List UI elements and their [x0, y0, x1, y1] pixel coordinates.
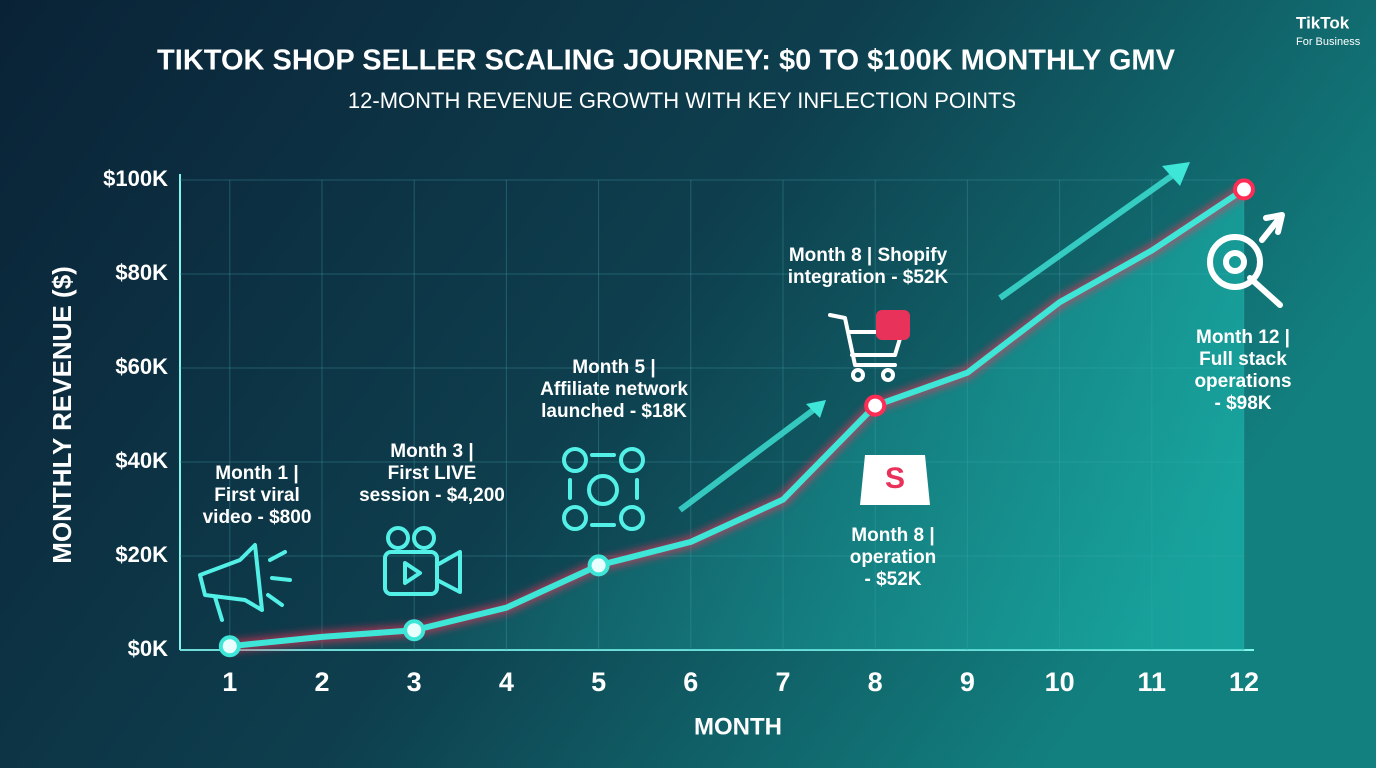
milestone-point — [218, 635, 241, 658]
plot-layer — [179, 174, 1254, 653]
y-axis-label: MONTHLY REVENUE ($) — [47, 266, 77, 564]
annotation: Month 3 | — [390, 441, 473, 462]
annotation: launched - $18K — [541, 401, 687, 422]
annotation: Affiliate network — [540, 379, 688, 400]
trend-arrow-head — [1162, 162, 1190, 186]
x-tick-label: 5 — [591, 667, 606, 697]
y-tick-label: $100K — [103, 166, 168, 191]
chart-title: TIKTOK SHOP SELLER SCALING JOURNEY: $0 T… — [157, 45, 1176, 77]
milestone-point — [403, 619, 426, 642]
x-tick-label: 7 — [775, 667, 790, 697]
bag-badge — [876, 310, 910, 340]
camera-icon — [383, 526, 462, 596]
network-icon — [562, 447, 645, 531]
x-tick-label: 10 — [1045, 667, 1075, 697]
gear-icon — [1207, 212, 1285, 308]
annotation: operations — [1194, 371, 1291, 392]
line — [229, 186, 1246, 650]
x-tick-label: 8 — [868, 667, 883, 697]
annotation: Month 8 | Shopify — [789, 245, 948, 266]
trend-arrow-head — [806, 400, 826, 418]
annotation: First LIVE — [388, 463, 477, 484]
trend-arrow — [678, 402, 822, 513]
annotation: integration - $52K — [788, 267, 949, 288]
annotation: Month 5 | — [572, 357, 655, 378]
milestone-point — [587, 554, 610, 577]
y-tick-label: $20K — [115, 542, 168, 567]
y-tick-label: $0K — [128, 636, 168, 661]
x-tick-label: 9 — [960, 667, 975, 697]
shopify-bag — [860, 455, 930, 505]
milestone-point — [1233, 178, 1255, 201]
annotation: Month 12 | — [1196, 327, 1290, 348]
annotation: First viral — [214, 485, 300, 506]
x-tick-label: 6 — [683, 667, 698, 697]
x-tick-label: 11 — [1138, 667, 1167, 697]
annotation: Full stack — [1199, 349, 1287, 370]
y-tick-label: $80K — [115, 260, 168, 285]
y-tick-label: $60K — [115, 354, 168, 379]
shopify-s: S — [885, 462, 905, 495]
x-tick-label: 2 — [314, 667, 329, 697]
megaphone-icon — [198, 543, 292, 622]
x-tick-label: 3 — [407, 667, 422, 697]
cart-icon — [828, 313, 904, 382]
chart-subtitle: 12-MONTH REVENUE GROWTH WITH KEY INFLECT… — [348, 88, 1016, 113]
x-tick-label: 4 — [499, 667, 514, 697]
x-tick-label: 12 — [1229, 667, 1259, 697]
annotation: video - $800 — [203, 507, 312, 528]
annotation: - $98K — [1214, 393, 1271, 414]
brand-name: TikTok — [1296, 13, 1350, 32]
x-tick-label: 1 — [222, 667, 237, 697]
milestone-point — [864, 394, 887, 417]
annotation: Month 1 | — [215, 463, 298, 484]
brand-sub: For Business — [1296, 36, 1361, 48]
area-glow — [229, 189, 1244, 650]
x-axis-label: MONTH — [694, 713, 782, 740]
y-tick-label: $40K — [115, 448, 168, 473]
trend-arrow — [998, 167, 1182, 301]
annotation: operation — [850, 547, 937, 568]
annotation: - $52K — [864, 569, 921, 590]
annotation: Month 8 | — [851, 525, 934, 546]
annotation: session - $4,200 — [359, 485, 505, 506]
